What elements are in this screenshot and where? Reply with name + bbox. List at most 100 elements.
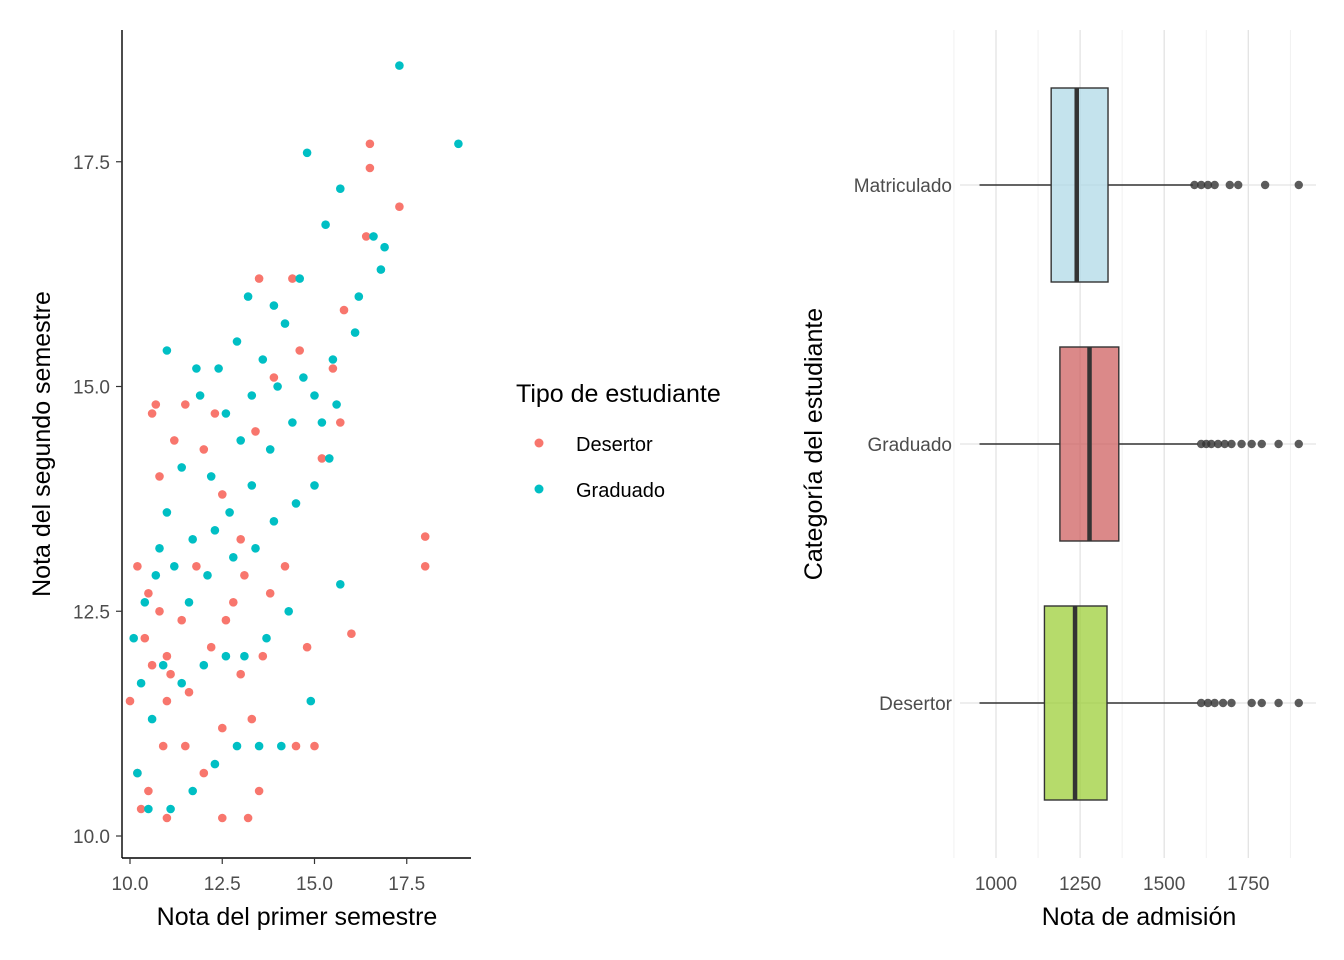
scatter-y-tick-label: 12.5 [73,602,110,623]
point-desertor-18 [181,400,190,409]
point-graduado-6 [354,292,364,301]
point-desertor-3 [420,532,430,541]
point-desertor-29 [291,741,301,751]
scatter-y-tick-label: 15.0 [73,378,110,399]
point-desertor-52 [166,669,175,679]
box-marks [979,87,1303,801]
box-y-categories: Matriculado Graduado Desertor [854,176,953,715]
box-category-label-graduado: Graduado [867,435,952,456]
legend-label-graduado: Graduado [576,480,665,502]
point-graduado-11 [232,337,242,346]
point-graduado-47 [262,633,271,643]
point-graduado-56 [265,445,275,454]
point-desertor-26 [265,589,275,598]
point-graduado-0 [395,61,404,70]
scatter-x-tick-label: 12.5 [204,874,241,895]
box-y-axis-title: Categoría del estudiante [800,308,828,580]
outlier-matriculado-0 [1190,180,1199,190]
point-desertor-17 [199,445,209,454]
point-desertor-39 [125,696,135,706]
outlier-graduado-8 [1257,439,1266,449]
point-desertor-33 [243,813,253,823]
point-graduado-25 [269,517,279,526]
point-desertor-13 [295,346,305,355]
point-graduado-52 [184,598,194,607]
point-desertor-6 [347,629,356,638]
point-desertor-1 [365,163,375,173]
box-x-tick-label: 1250 [1059,874,1101,895]
scatter-points [125,61,463,823]
point-desertor-2 [395,202,404,211]
point-graduado-51 [177,678,186,688]
outlier-graduado-10 [1294,439,1303,449]
point-desertor-42 [155,607,164,616]
outlier-desertor-3 [1218,698,1228,708]
point-desertor-36 [136,804,146,814]
point-graduado-59 [328,355,338,364]
point-graduado-1 [454,139,463,149]
point-graduado-4 [369,232,378,241]
point-graduado-12 [214,364,223,373]
outlier-desertor-4 [1227,698,1236,708]
point-desertor-14 [269,373,279,382]
legend: Tipo de estudiante Desertor Graduado [516,380,721,502]
point-graduado-38 [166,804,175,814]
point-graduado-48 [240,651,249,661]
point-graduado-43 [277,741,286,751]
point-graduado-49 [221,651,231,661]
point-graduado-54 [225,508,234,517]
point-desertor-30 [258,651,268,661]
point-graduado-65 [206,472,216,481]
point-desertor-54 [206,642,216,652]
outlier-desertor-8 [1294,698,1303,708]
point-desertor-50 [192,562,201,571]
point-graduado-28 [210,526,220,535]
point-graduado-57 [288,418,297,427]
point-desertor-7 [288,274,297,283]
scatter-y-axis-title: Nota del segundo semestre [28,291,56,597]
box-x-tick-label: 1000 [975,874,1017,895]
outlier-matriculado-4 [1225,180,1234,190]
point-graduado-13 [192,364,201,373]
point-desertor-35 [162,813,172,823]
point-graduado-15 [195,391,205,400]
point-graduado-20 [317,418,327,427]
point-graduado-67 [162,508,172,517]
point-graduado-8 [295,274,305,283]
point-desertor-31 [247,714,257,724]
box-x-ticks: 1000 1250 1500 1750 [975,874,1270,895]
point-desertor-25 [280,562,290,571]
point-graduado-33 [129,633,138,643]
outlier-graduado-7 [1247,439,1256,449]
point-desertor-34 [218,813,227,823]
point-graduado-23 [310,481,319,490]
outlier-desertor-7 [1274,698,1283,708]
point-graduado-32 [140,598,150,607]
point-desertor-19 [151,400,161,409]
point-graduado-19 [299,373,308,382]
point-graduado-18 [273,382,282,391]
point-desertor-8 [254,274,264,283]
point-graduado-39 [188,786,197,796]
point-graduado-42 [254,741,264,751]
point-graduado-46 [284,607,294,616]
point-desertor-23 [210,409,220,418]
point-graduado-44 [306,696,316,706]
point-graduado-64 [236,436,245,445]
point-graduado-27 [229,553,238,562]
point-graduado-16 [221,409,231,418]
point-graduado-50 [199,660,209,670]
point-desertor-37 [144,786,153,796]
outlier-matriculado-3 [1210,180,1219,190]
outlier-matriculado-2 [1203,180,1213,190]
point-desertor-21 [170,436,179,445]
point-desertor-49 [229,598,238,607]
point-graduado-35 [147,714,157,724]
box-category-label-desertor: Desertor [879,694,953,715]
point-graduado-9 [269,301,279,310]
point-graduado-5 [380,242,389,252]
point-graduado-66 [177,463,186,472]
point-graduado-40 [210,759,220,769]
point-graduado-26 [251,544,260,553]
point-desertor-4 [420,562,430,571]
